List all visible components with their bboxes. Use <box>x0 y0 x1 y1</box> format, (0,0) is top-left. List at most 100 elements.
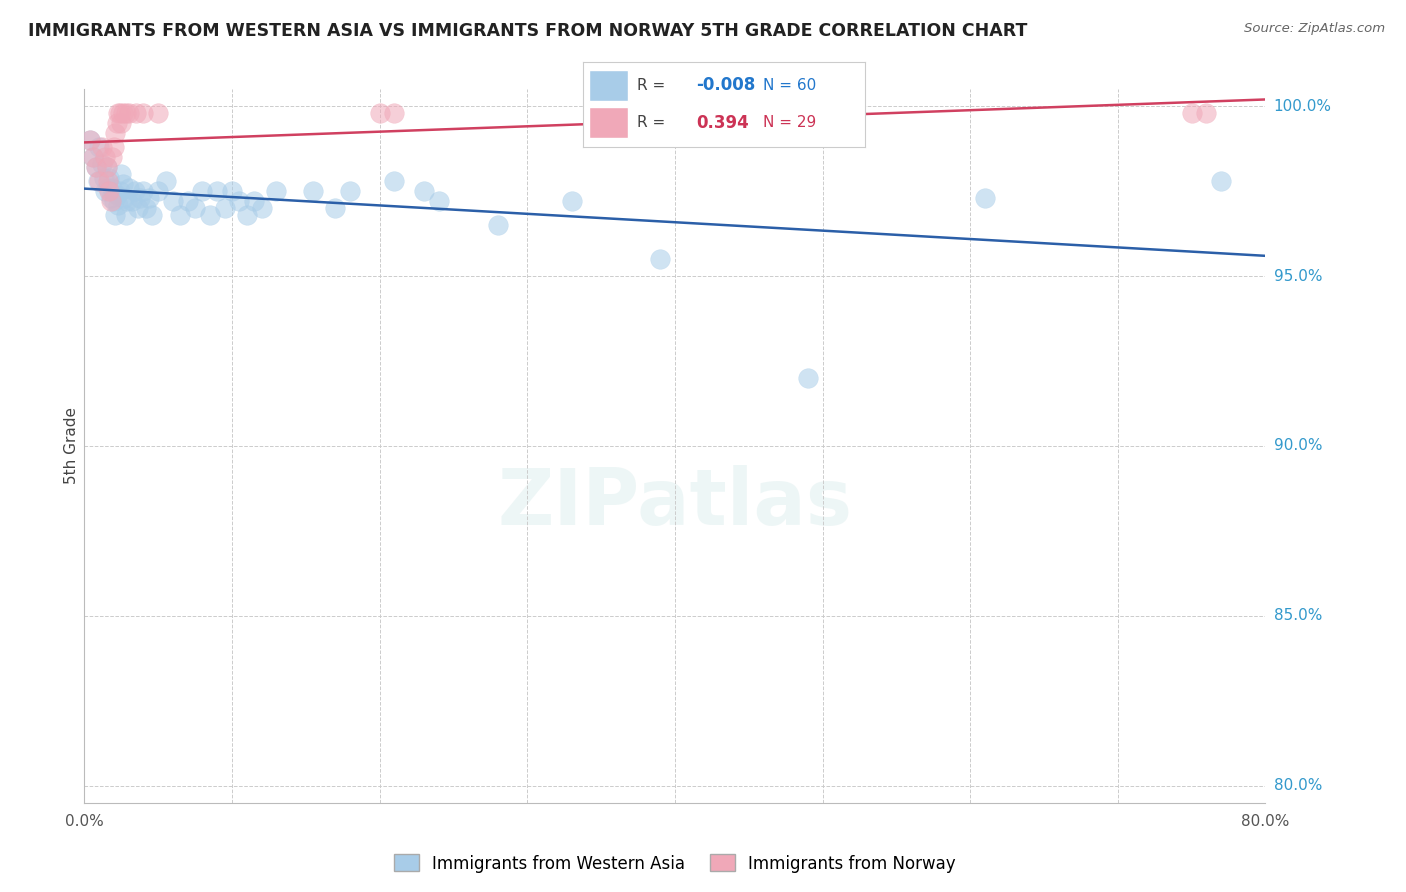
Point <box>108 106 131 120</box>
Point <box>132 106 155 120</box>
Point <box>148 184 170 198</box>
Y-axis label: 5th Grade: 5th Grade <box>63 408 79 484</box>
Point <box>98 184 121 198</box>
Point <box>107 198 129 212</box>
Point <box>782 106 804 120</box>
Point <box>184 201 207 215</box>
Point <box>110 116 132 130</box>
Point <box>110 167 132 181</box>
Point <box>155 174 177 188</box>
Point <box>87 140 111 154</box>
Point <box>118 180 141 194</box>
Point <box>243 194 266 209</box>
Text: 0.0%: 0.0% <box>65 814 104 829</box>
Point <box>105 187 128 202</box>
Point <box>191 184 214 198</box>
Point <box>111 178 134 192</box>
Point <box>84 161 107 175</box>
Point <box>101 180 124 194</box>
Point <box>214 201 236 215</box>
Point <box>198 208 221 222</box>
FancyBboxPatch shape <box>589 107 628 138</box>
Point <box>98 170 121 185</box>
Point <box>169 208 191 222</box>
Point <box>97 180 120 194</box>
Point <box>177 194 200 209</box>
Point <box>132 184 155 198</box>
Point <box>112 191 135 205</box>
Text: 80.0%: 80.0% <box>1274 779 1322 793</box>
Point <box>135 201 157 215</box>
Point <box>84 161 107 175</box>
Point <box>100 194 122 209</box>
Text: Source: ZipAtlas.com: Source: ZipAtlas.com <box>1244 22 1385 36</box>
Point <box>302 184 325 198</box>
Point <box>796 371 818 385</box>
Point <box>101 150 124 164</box>
Text: R =: R = <box>637 78 665 93</box>
Point <box>94 184 117 198</box>
Point <box>427 194 450 209</box>
Point <box>1195 106 1218 120</box>
Legend: Immigrants from Western Asia, Immigrants from Norway: Immigrants from Western Asia, Immigrants… <box>387 847 963 880</box>
Point <box>205 184 228 198</box>
Point <box>100 191 122 205</box>
Point <box>87 174 111 188</box>
Point <box>121 194 143 209</box>
Point <box>138 191 160 205</box>
FancyBboxPatch shape <box>589 70 628 101</box>
Point <box>105 116 128 130</box>
Point <box>111 106 134 120</box>
Point <box>97 174 120 188</box>
Point <box>339 184 361 198</box>
Point <box>382 174 406 188</box>
Point <box>264 184 288 198</box>
Text: 0.394: 0.394 <box>696 113 749 132</box>
Point <box>91 140 114 154</box>
Text: IMMIGRANTS FROM WESTERN ASIA VS IMMIGRANTS FROM NORWAY 5TH GRADE CORRELATION CHA: IMMIGRANTS FROM WESTERN ASIA VS IMMIGRAN… <box>28 22 1028 40</box>
Point <box>96 161 118 175</box>
Point <box>114 106 136 120</box>
Point <box>79 133 101 147</box>
Point <box>250 201 273 215</box>
Point <box>228 194 250 209</box>
Point <box>114 208 136 222</box>
Point <box>108 184 131 198</box>
Point <box>591 106 613 120</box>
Point <box>82 150 104 164</box>
Text: N = 29: N = 29 <box>763 115 817 130</box>
Point <box>104 127 127 141</box>
Point <box>973 191 995 205</box>
Point <box>125 106 148 120</box>
Point <box>115 194 138 209</box>
Point <box>141 208 163 222</box>
Point <box>82 150 104 164</box>
Point <box>382 106 406 120</box>
Point <box>148 106 170 120</box>
Point <box>323 201 347 215</box>
Point <box>1209 174 1232 188</box>
Point <box>413 184 436 198</box>
Point <box>93 170 115 185</box>
Point <box>103 194 125 209</box>
Point <box>127 201 149 215</box>
Text: 95.0%: 95.0% <box>1274 268 1322 284</box>
Point <box>86 174 108 188</box>
Point <box>648 252 672 266</box>
Point <box>96 161 118 175</box>
Text: 90.0%: 90.0% <box>1274 439 1322 453</box>
Point <box>118 106 141 120</box>
Point <box>368 106 391 120</box>
Point <box>221 184 243 198</box>
Text: ZIPatlas: ZIPatlas <box>498 465 852 541</box>
Text: 85.0%: 85.0% <box>1274 608 1322 624</box>
Text: R =: R = <box>637 115 665 130</box>
Point <box>94 150 117 164</box>
Point <box>107 106 129 120</box>
Point <box>129 191 152 205</box>
Point <box>79 133 101 147</box>
Point <box>104 208 127 222</box>
Point <box>560 194 583 209</box>
Text: 100.0%: 100.0% <box>1274 99 1331 113</box>
Point <box>235 208 259 222</box>
